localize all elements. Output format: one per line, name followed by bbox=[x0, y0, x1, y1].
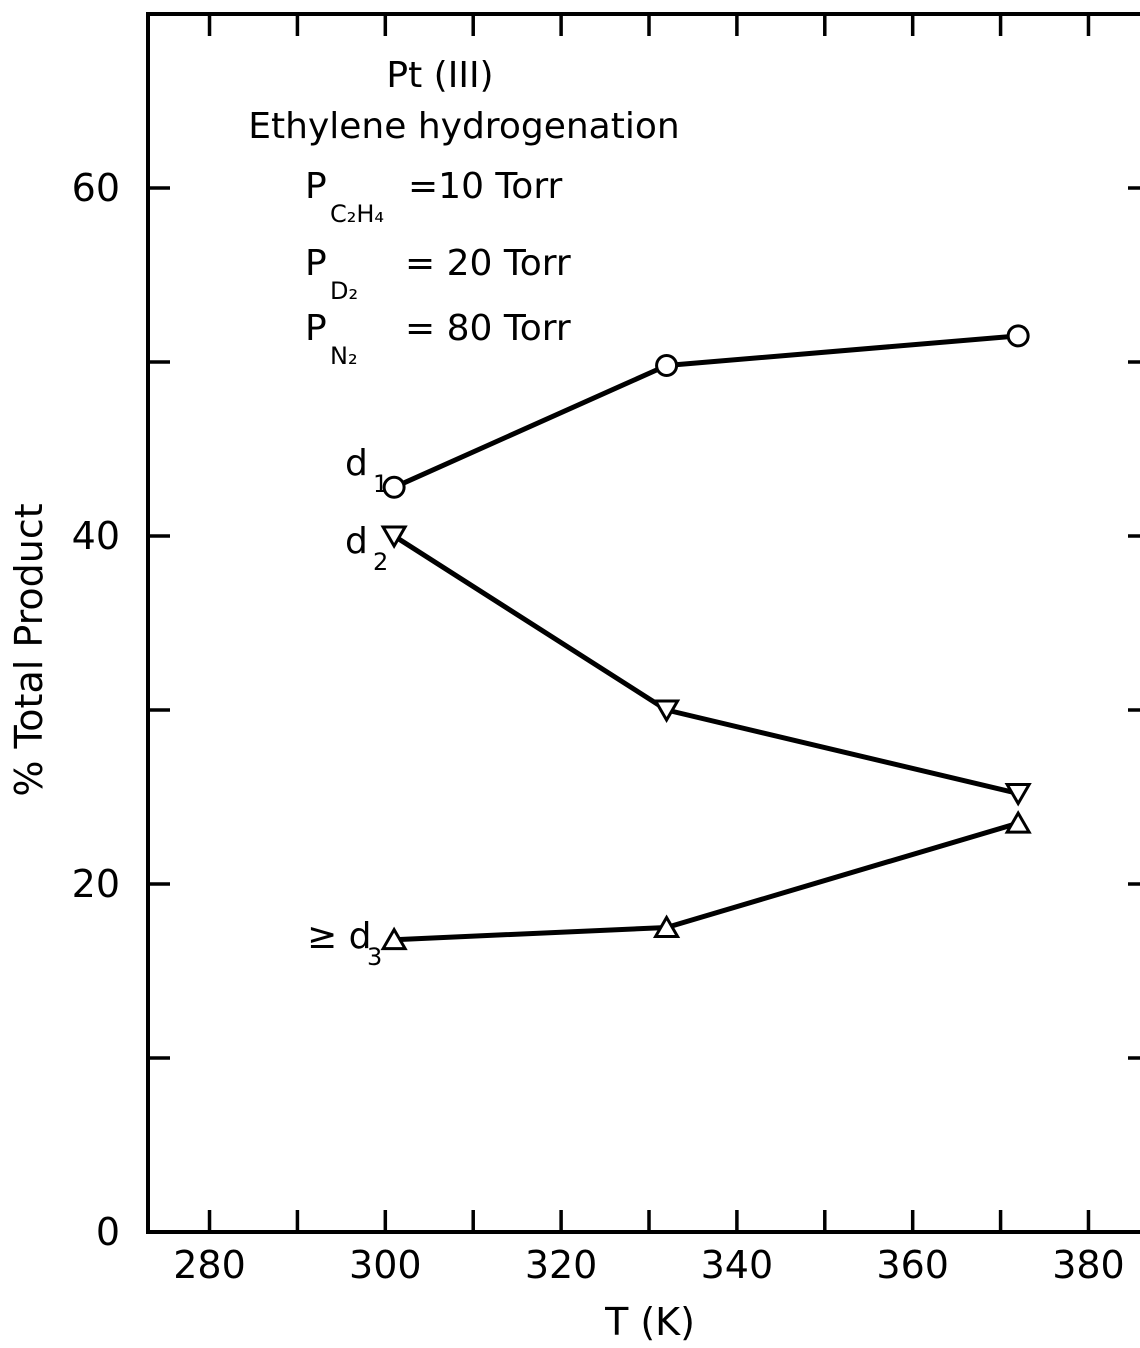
pressure-d2-subscript: D₂ bbox=[330, 277, 358, 305]
pressure-n2-value: = 80 Torr bbox=[405, 308, 571, 349]
annotation-line2: Ethylene hydrogenation bbox=[248, 106, 679, 147]
plot-frame bbox=[146, 12, 1140, 1234]
series-1-label-subscript: 1 bbox=[373, 470, 388, 498]
series-1-label: d bbox=[345, 443, 368, 484]
series-3-point-2 bbox=[1004, 810, 1032, 834]
pressure-c2h4-value: =10 Torr bbox=[408, 166, 562, 207]
y-tick-label-20: 20 bbox=[72, 862, 120, 906]
pressure-n2-symbol: P bbox=[305, 308, 327, 349]
series-1-point-2 bbox=[1006, 324, 1030, 348]
series-3-point-1 bbox=[652, 914, 681, 938]
series-3-label: ≥ d bbox=[307, 916, 371, 957]
series-1-line bbox=[393, 333, 1019, 490]
x-axis-label: T (K) bbox=[604, 1300, 695, 1344]
series-2-point-1 bbox=[652, 699, 681, 723]
y-axis-label: % Total Product bbox=[7, 503, 51, 796]
series-3-label-subscript: 3 bbox=[367, 943, 382, 971]
pressure-d2: P D₂ = 20 Torr bbox=[305, 243, 571, 305]
pressure-n2: P N₂ = 80 Torr bbox=[305, 308, 571, 370]
y-tick-label-40: 40 bbox=[72, 514, 120, 558]
annotation-line1: Pt (III) bbox=[386, 55, 493, 96]
series-1-point-0 bbox=[382, 475, 406, 499]
series-1-point-1 bbox=[655, 353, 679, 377]
info-annotation: Pt (III) Ethylene hydrogenation P C₂H₄ =… bbox=[248, 55, 679, 370]
series-layer: d 1d 2≥ d3 bbox=[307, 324, 1032, 971]
x-tick-label-360: 360 bbox=[876, 1243, 949, 1287]
series-2-label: d bbox=[345, 521, 368, 562]
series-2-label-subscript: 2 bbox=[373, 548, 388, 576]
series-2-point-0 bbox=[380, 525, 408, 549]
y-tick-label-60: 60 bbox=[72, 166, 120, 210]
x-tick-label-380: 380 bbox=[1052, 1243, 1125, 1287]
y-tick-label-0: 0 bbox=[96, 1210, 120, 1254]
series-3-point-0 bbox=[380, 926, 408, 951]
x-tick-label-340: 340 bbox=[701, 1243, 774, 1287]
pressure-c2h4-subscript: C₂H₄ bbox=[330, 200, 384, 228]
pressure-d2-value: = 20 Torr bbox=[405, 243, 571, 284]
x-tick-label-280: 280 bbox=[173, 1243, 246, 1287]
ticks: 280 300 320 340 360 380 0 20 40 60 bbox=[72, 14, 1140, 1287]
x-tick-label-320: 320 bbox=[525, 1243, 598, 1287]
pressure-c2h4-symbol: P bbox=[305, 166, 327, 207]
pressure-c2h4: P C₂H₄ =10 Torr bbox=[305, 166, 562, 228]
pressure-n2-subscript: N₂ bbox=[330, 342, 358, 370]
series-3-line bbox=[393, 820, 1019, 943]
series-2-line bbox=[392, 533, 1019, 796]
pressure-d2-symbol: P bbox=[305, 243, 327, 284]
series-2-point-2 bbox=[1004, 783, 1032, 807]
x-tick-label-300: 300 bbox=[349, 1243, 422, 1287]
